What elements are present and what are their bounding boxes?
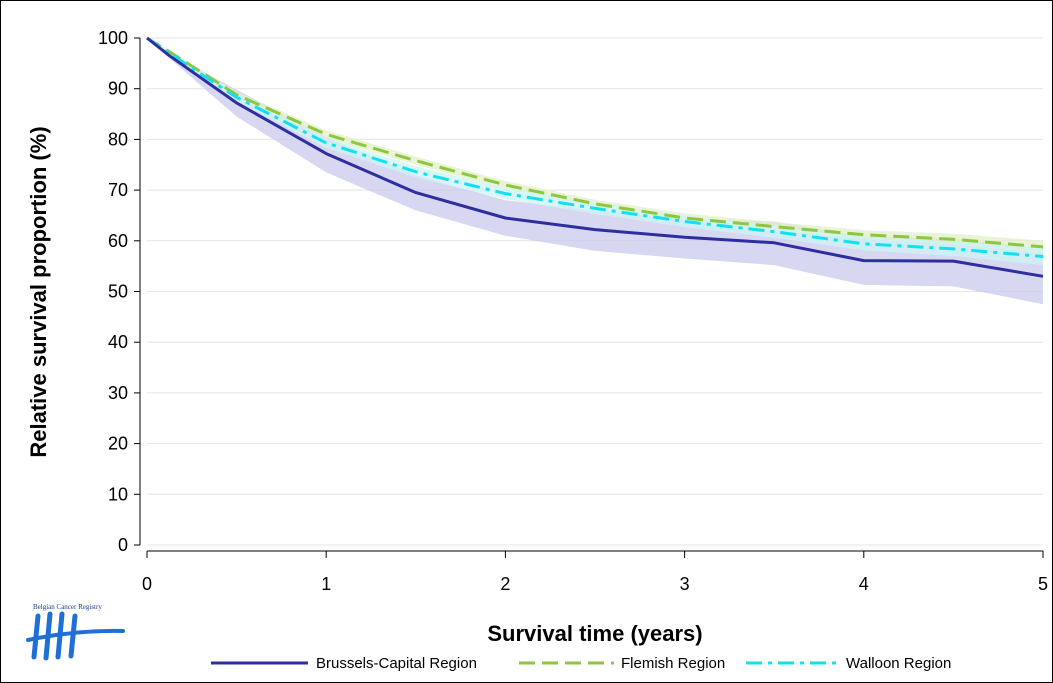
y-tick-label-100: 100 xyxy=(98,28,128,48)
legend-label-0: Brussels-Capital Region xyxy=(316,655,477,672)
ci-band-2 xyxy=(147,38,1043,266)
legend: Brussels-Capital Region Flemish Region Wal… xyxy=(211,655,951,672)
belgian-cancer-registry-logo: Belgian Cancer Registry xyxy=(26,603,125,661)
y-tick-label-0: 0 xyxy=(118,535,128,555)
logo-crossbar xyxy=(26,628,125,642)
legend-label-1: Flemish Region xyxy=(621,655,725,672)
y-tick-label-50: 50 xyxy=(108,282,128,302)
x-tick-label-0: 0 xyxy=(142,574,152,594)
logo-stroke-3 xyxy=(68,613,78,659)
x-tick-label-1: 1 xyxy=(321,574,331,594)
y-tick-label-10: 10 xyxy=(108,484,128,504)
series-line-2 xyxy=(146,36,1044,258)
y-tick-label-30: 30 xyxy=(108,383,128,403)
gridlines xyxy=(147,37,1043,546)
x-tick-label-5: 5 xyxy=(1038,574,1048,594)
y-tick-label-90: 90 xyxy=(108,79,128,99)
x-tick-label-2: 2 xyxy=(500,574,510,594)
axes: 0 10 20 30 40 50 60 70 80 90 100 0 1 2 3 4 5 xyxy=(98,28,1048,594)
y-tick-label-80: 80 xyxy=(108,129,128,149)
legend-label-2: Walloon Region xyxy=(846,655,951,672)
y-tick-label-70: 70 xyxy=(108,180,128,200)
registry-tally-mark-icon xyxy=(26,611,125,661)
series-line-0 xyxy=(146,36,1044,278)
x-tick-label-3: 3 xyxy=(680,574,690,594)
x-tick-label-4: 4 xyxy=(859,574,869,594)
series-line-1 xyxy=(146,36,1044,249)
series-lines xyxy=(146,36,1044,278)
y-tick-label-60: 60 xyxy=(108,231,128,251)
y-tick-label-40: 40 xyxy=(108,332,128,352)
logo-text: Belgian Cancer Registry xyxy=(33,603,102,611)
y-axis-title: Relative survival proportion (%) xyxy=(26,126,51,457)
y-tick-label-20: 20 xyxy=(108,434,128,454)
x-axis-title: Survival time (years) xyxy=(487,621,702,646)
